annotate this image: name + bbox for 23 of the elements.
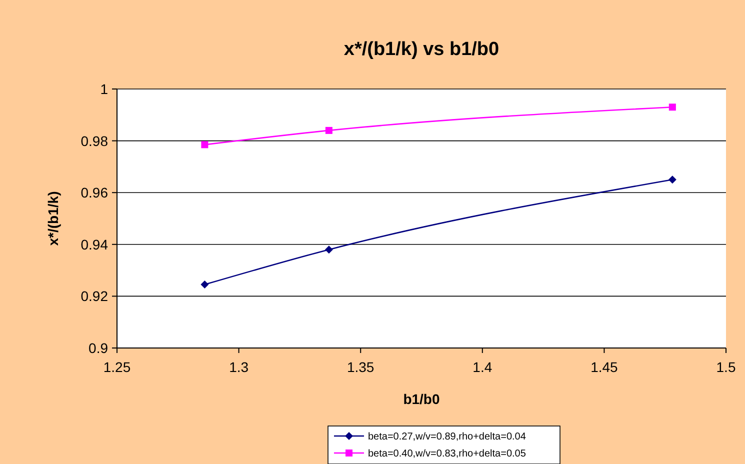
- y-tick-label: 0.98: [80, 132, 108, 149]
- legend-label: beta=0.40,w/v=0.83,rho+delta=0.05: [368, 448, 526, 460]
- point: [325, 126, 332, 134]
- y-axis-title: x*/(b1/k): [45, 191, 61, 246]
- point: [201, 141, 208, 148]
- point: [668, 104, 676, 111]
- x-tick-label: 1.45: [590, 359, 618, 375]
- x-axis-title: b1/b0: [403, 391, 440, 407]
- point: [200, 280, 209, 289]
- x-tick-label: 1.5: [716, 359, 736, 375]
- chart-title: x*/(b1/k) vs b1/b0: [344, 39, 500, 60]
- x-tick-label: 1.4: [472, 359, 492, 375]
- legend-label: beta=0.27,w/v=0.89,rho+delta=0.04: [368, 432, 526, 442]
- y-tick-label: 0.92: [80, 288, 108, 304]
- y-tick-label: 0.9: [88, 340, 108, 356]
- point: [668, 176, 676, 184]
- y-tick-label: 1: [100, 81, 108, 97]
- x-tick-label: 1.3: [229, 359, 249, 375]
- y-tick-label: 0.96: [80, 184, 108, 201]
- x-tick-label: 1.35: [346, 359, 374, 375]
- y-tick-label: 0.94: [80, 236, 108, 252]
- point: [324, 246, 333, 254]
- x-tick-label: 1.25: [103, 359, 131, 375]
